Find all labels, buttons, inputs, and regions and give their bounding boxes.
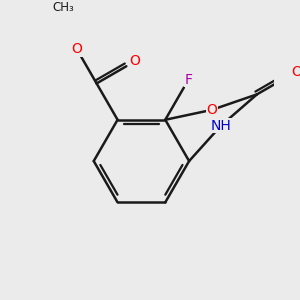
Text: O: O — [71, 42, 82, 56]
Text: NH: NH — [211, 118, 231, 133]
Text: F: F — [184, 73, 192, 87]
Text: O: O — [291, 64, 300, 79]
Text: CH₃: CH₃ — [53, 1, 74, 14]
Text: O: O — [129, 54, 140, 68]
Text: O: O — [206, 103, 217, 117]
